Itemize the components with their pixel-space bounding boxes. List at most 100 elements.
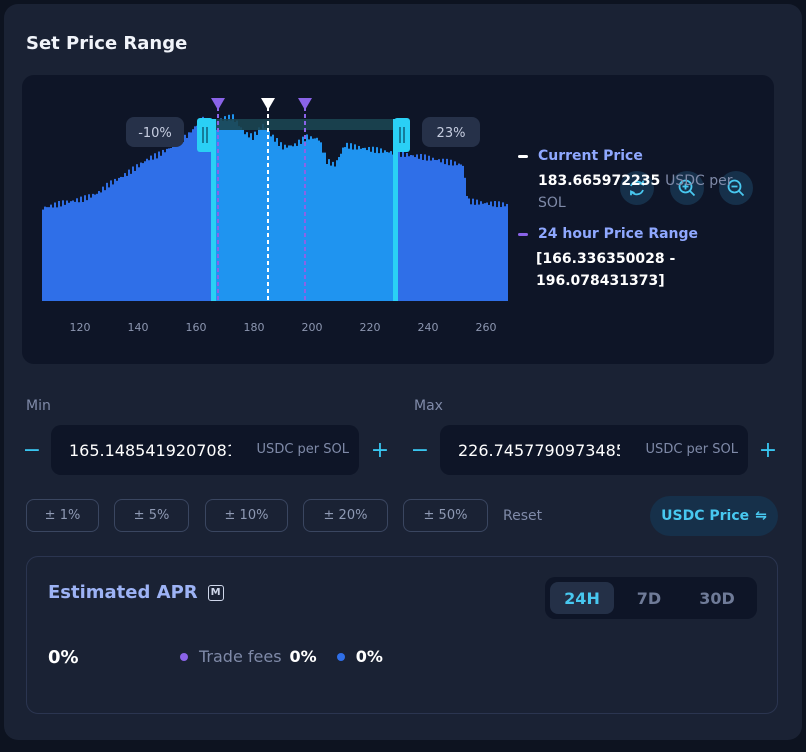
histogram-bar bbox=[144, 161, 146, 301]
histogram-bar bbox=[368, 147, 370, 301]
rewards-value: 0% bbox=[355, 647, 383, 666]
histogram-bar bbox=[222, 120, 224, 301]
max-price-input[interactable] bbox=[458, 439, 620, 461]
histogram-bar bbox=[72, 200, 74, 301]
histogram-bar bbox=[272, 134, 274, 301]
histogram-bar bbox=[80, 196, 82, 301]
min-price-input[interactable] bbox=[69, 439, 231, 461]
histogram-bar bbox=[430, 160, 432, 301]
histogram-bar bbox=[52, 207, 54, 301]
histogram-bar bbox=[378, 153, 380, 301]
histogram-bar bbox=[78, 202, 80, 301]
histogram-bar bbox=[92, 193, 94, 301]
histogram-bar bbox=[106, 182, 108, 301]
swap-icon: ⇋ bbox=[755, 508, 767, 524]
current-price-legend: Current Price bbox=[518, 148, 748, 164]
histogram-bar bbox=[492, 206, 494, 301]
histogram-bar bbox=[330, 165, 332, 301]
histogram-bar bbox=[338, 157, 340, 301]
histogram-bar bbox=[366, 150, 368, 301]
histogram-bar bbox=[134, 170, 136, 301]
right-pct-bubble bbox=[422, 117, 480, 147]
current-price-unit: USDC per SOL bbox=[538, 173, 733, 211]
usdc-price-toggle[interactable]: USDC Price ⇋ bbox=[650, 496, 778, 536]
histogram-bar bbox=[242, 129, 244, 301]
histogram-bar bbox=[402, 151, 404, 301]
histogram-bar bbox=[336, 160, 338, 301]
histogram-bar bbox=[256, 134, 258, 301]
preset-1pct-button[interactable]: ± 1% bbox=[26, 499, 99, 532]
histogram-bar bbox=[234, 121, 236, 302]
histogram-bar bbox=[312, 138, 314, 301]
apr-period-selector: 24H 7D 30D bbox=[545, 577, 757, 619]
chart-legend: Current Price 183.665972235 USDC per SOL… bbox=[518, 148, 748, 292]
current-price-title: Current Price bbox=[538, 148, 643, 164]
zoom-out-button[interactable] bbox=[719, 171, 753, 205]
histogram-bar bbox=[188, 132, 190, 301]
x-tick-label: 200 bbox=[302, 321, 323, 334]
histogram-bar bbox=[238, 126, 240, 301]
histogram-bar bbox=[142, 163, 144, 301]
histogram-bar bbox=[274, 141, 276, 301]
histogram-bar bbox=[284, 144, 286, 301]
preset-20pct-button[interactable]: ± 20% bbox=[303, 499, 388, 532]
histogram-bar bbox=[186, 137, 188, 301]
histogram-bar bbox=[398, 150, 400, 301]
histogram-bar bbox=[390, 151, 392, 301]
histogram-bar bbox=[372, 146, 374, 301]
histogram-bar bbox=[342, 147, 344, 301]
period-30d-tab[interactable]: 30D bbox=[699, 588, 735, 608]
histogram-bar bbox=[258, 127, 260, 302]
histogram-bar bbox=[438, 159, 440, 301]
histogram-bar bbox=[44, 206, 46, 301]
histogram-bar bbox=[280, 142, 282, 301]
preset-50pct-button[interactable]: ± 50% bbox=[403, 499, 488, 532]
max-increment-button[interactable]: + bbox=[758, 438, 778, 463]
min-handle-line bbox=[211, 119, 216, 301]
histogram-bar bbox=[228, 114, 230, 301]
reset-button[interactable]: Reset bbox=[503, 508, 543, 524]
m-badge-icon[interactable]: M bbox=[207, 584, 224, 601]
histogram-bar bbox=[136, 164, 138, 301]
preset-5pct-button[interactable]: ± 5% bbox=[114, 499, 189, 532]
min-decrement-button[interactable]: − bbox=[22, 438, 42, 463]
histogram-bar bbox=[286, 147, 288, 301]
histogram-bar bbox=[418, 158, 420, 301]
refresh-button[interactable] bbox=[620, 171, 654, 205]
histogram-bar bbox=[424, 154, 426, 301]
histogram-bar bbox=[58, 201, 60, 301]
histogram-bar bbox=[244, 134, 246, 301]
histogram-bar bbox=[166, 148, 168, 301]
zoom-in-button[interactable] bbox=[670, 171, 704, 205]
max-range-handle[interactable] bbox=[394, 118, 410, 152]
histogram-bar bbox=[428, 155, 430, 301]
histogram-bar bbox=[220, 118, 222, 302]
histogram-bar bbox=[498, 201, 500, 301]
min-increment-button[interactable]: + bbox=[370, 438, 390, 463]
max-input-box: USDC per SOL bbox=[440, 425, 748, 475]
histogram-bar bbox=[128, 169, 130, 301]
max-decrement-button[interactable]: − bbox=[410, 438, 430, 463]
histogram-bar bbox=[466, 195, 468, 301]
histogram-bar bbox=[448, 165, 450, 301]
histogram-bar bbox=[290, 145, 292, 301]
preset-10pct-button[interactable]: ± 10% bbox=[205, 499, 288, 532]
range-24h-legend: 24 hour Price Range bbox=[518, 226, 748, 242]
histogram-bar bbox=[42, 209, 44, 301]
histogram-bar bbox=[328, 159, 330, 301]
rewards-dot-icon bbox=[336, 652, 345, 661]
estimated-apr-card: Estimated APR M 24H 7D 30D 0% Trade fees… bbox=[26, 556, 778, 714]
histogram-bar bbox=[240, 127, 242, 301]
min-range-handle[interactable] bbox=[197, 118, 213, 152]
histogram-bar bbox=[422, 159, 424, 301]
period-7d-tab[interactable]: 7D bbox=[636, 588, 662, 608]
histogram-bar bbox=[146, 158, 148, 301]
histogram-bar bbox=[154, 153, 156, 301]
histogram-bar bbox=[112, 184, 114, 301]
trade-fees-label: Trade fees bbox=[199, 647, 282, 666]
histogram-bar bbox=[382, 152, 384, 301]
liquidity-histogram[interactable]: -10% 23% 120 140 160 180 200 220 240 260 bbox=[22, 75, 774, 364]
histogram-bar bbox=[494, 201, 496, 301]
histogram-bar bbox=[140, 162, 142, 301]
period-24h-tab[interactable]: 24H bbox=[550, 582, 614, 614]
